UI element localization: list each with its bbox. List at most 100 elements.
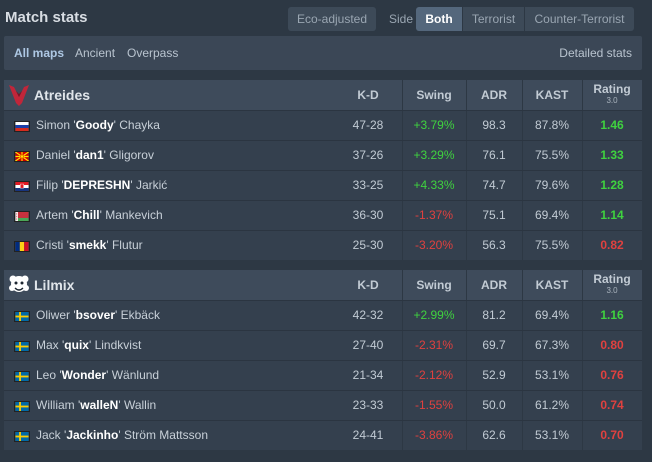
player-nickname: bsover <box>75 308 115 322</box>
player-name[interactable]: Oliwer 'bsover' Ekbäck <box>36 308 160 322</box>
adr-value: 69.7 <box>482 338 506 352</box>
column-kd[interactable]: K-D <box>357 88 379 102</box>
player-row[interactable]: Oliwer 'bsover' Ekbäck 42-32 +2.99% 81.2… <box>4 300 642 330</box>
player-nickname: quix <box>64 338 89 352</box>
column-adr[interactable]: ADR <box>481 278 507 292</box>
adr-value: 52.9 <box>482 368 506 382</box>
adr-value: 81.2 <box>482 308 506 322</box>
player-nickname: Wonder <box>61 368 107 382</box>
kast-value: 69.4% <box>534 308 570 322</box>
player-row[interactable]: Simon 'Goody' Chayka 47-28 +3.79% 98.3 8… <box>4 110 642 140</box>
team-header: Lilmix K-D Swing ADR KAST Rating 3.0 <box>4 270 642 300</box>
kd-value: 27-40 <box>352 338 384 352</box>
team-table-lilmix: Lilmix K-D Swing ADR KAST Rating 3.0 Oli… <box>4 270 642 450</box>
player-name[interactable]: Jack 'Jackinho' Ström Mattsson <box>36 428 208 442</box>
detailed-stats-link[interactable]: Detailed stats <box>559 46 632 60</box>
rating-value: 0.80 <box>600 338 624 352</box>
belarus-flag-icon <box>14 211 30 222</box>
sweden-flag-icon <box>14 431 30 442</box>
sweden-flag-icon <box>14 341 30 352</box>
swing-value: -3.86% <box>414 428 454 442</box>
kd-value: 36-30 <box>352 208 384 222</box>
player-name[interactable]: Filip 'DEPRESHN' Jarkić <box>36 178 168 192</box>
kd-value: 47-28 <box>352 118 384 132</box>
adr-value: 74.7 <box>482 178 506 192</box>
side-option-terrorist[interactable]: Terrorist <box>462 7 524 31</box>
player-row[interactable]: Filip 'DEPRESHN' Jarkić 33-25 +4.33% 74.… <box>4 170 642 200</box>
adr-value: 62.6 <box>482 428 506 442</box>
swing-value: +3.79% <box>413 118 455 132</box>
player-nickname: Goody <box>75 118 114 132</box>
rating-value: 0.70 <box>600 428 624 442</box>
kast-value: 53.1% <box>534 428 570 442</box>
rating-version: 3.0 <box>606 96 618 105</box>
lilmix-logo-icon <box>9 275 29 292</box>
player-name[interactable]: Simon 'Goody' Chayka <box>36 118 160 132</box>
kast-value: 53.1% <box>534 368 570 382</box>
swing-value: +2.99% <box>413 308 455 322</box>
map-tab-ancient[interactable]: Ancient <box>75 46 116 60</box>
page-title: Match stats <box>5 9 88 26</box>
map-tab-all-maps[interactable]: All maps <box>14 46 65 60</box>
swing-value: +4.33% <box>413 178 455 192</box>
eco-adjusted-toggle[interactable]: Eco-adjusted <box>288 7 376 31</box>
match-stats-header: Match stats Eco-adjusted Side Both Terro… <box>0 0 652 36</box>
adr-value: 98.3 <box>482 118 506 132</box>
side-filter-group: Both Terrorist Counter-Terrorist <box>416 7 634 31</box>
romania-flag-icon <box>14 241 30 252</box>
player-name[interactable]: Cristi 'smekk' Flutur <box>36 238 143 252</box>
player-nickname: Jackinho <box>66 428 119 442</box>
team-table-atreides: Atreides K-D Swing ADR KAST Rating 3.0 S… <box>4 80 642 260</box>
column-swing[interactable]: Swing <box>416 278 452 292</box>
column-swing[interactable]: Swing <box>416 88 452 102</box>
swing-value: -2.31% <box>414 338 454 352</box>
player-nickname: Chill <box>73 208 100 222</box>
kd-value: 25-30 <box>352 238 384 252</box>
kast-value: 69.4% <box>534 208 570 222</box>
player-nickname: smekk <box>68 238 107 252</box>
sweden-flag-icon <box>14 371 30 382</box>
player-row[interactable]: Max 'quix' Lindkvist 27-40 -2.31% 69.7 6… <box>4 330 642 360</box>
column-kd[interactable]: K-D <box>357 278 379 292</box>
map-tab-overpass[interactable]: Overpass <box>127 46 179 60</box>
player-name[interactable]: Daniel 'dan1' Gligorov <box>36 148 154 162</box>
kd-value: 33-25 <box>352 178 384 192</box>
russia-flag-icon <box>14 121 30 132</box>
player-nickname: dan1 <box>75 148 104 162</box>
player-name[interactable]: Artem 'Chill' Mankevich <box>36 208 163 222</box>
player-row[interactable]: Daniel 'dan1' Gligorov 37-26 +3.29% 76.1… <box>4 140 642 170</box>
sweden-flag-icon <box>14 401 30 412</box>
player-name[interactable]: William 'walleN' Wallin <box>36 398 157 412</box>
column-rating[interactable]: Rating 3.0 <box>582 80 642 110</box>
kast-value: 79.6% <box>534 178 570 192</box>
swing-value: -3.20% <box>414 238 454 252</box>
side-option-both[interactable]: Both <box>416 7 462 31</box>
rating-value: 1.28 <box>600 178 624 192</box>
team-name: Atreides <box>34 87 91 103</box>
column-kast[interactable]: KAST <box>535 278 569 292</box>
player-row[interactable]: Artem 'Chill' Mankevich 36-30 -1.37% 75.… <box>4 200 642 230</box>
column-kast[interactable]: KAST <box>535 88 569 102</box>
player-name[interactable]: Leo 'Wonder' Wänlund <box>36 368 160 382</box>
adr-value: 56.3 <box>482 238 506 252</box>
adr-value: 50.0 <box>482 398 506 412</box>
column-rating[interactable]: Rating 3.0 <box>582 270 642 300</box>
rating-label: Rating <box>593 82 631 96</box>
rating-value: 0.76 <box>600 368 624 382</box>
player-nickname: DEPRESHN <box>63 178 131 192</box>
player-row[interactable]: Leo 'Wonder' Wänlund 21-34 -2.12% 52.9 5… <box>4 360 642 390</box>
player-row[interactable]: Cristi 'smekk' Flutur 25-30 -3.20% 56.3 … <box>4 230 642 260</box>
player-row[interactable]: William 'walleN' Wallin 23-33 -1.55% 50.… <box>4 390 642 420</box>
sweden-flag-icon <box>14 311 30 322</box>
player-name[interactable]: Max 'quix' Lindkvist <box>36 338 142 352</box>
rating-version: 3.0 <box>606 286 618 295</box>
kd-value: 37-26 <box>352 148 384 162</box>
side-option-counter-terrorist[interactable]: Counter-Terrorist <box>524 7 634 31</box>
team-name: Lilmix <box>34 277 75 293</box>
map-filter-bar: All maps Ancient Overpass Detailed stats <box>4 36 642 70</box>
kast-value: 75.5% <box>534 238 570 252</box>
column-adr[interactable]: ADR <box>481 88 507 102</box>
swing-value: -1.37% <box>414 208 454 222</box>
rating-value: 1.16 <box>600 308 624 322</box>
player-row[interactable]: Jack 'Jackinho' Ström Mattsson 24-41 -3.… <box>4 420 642 450</box>
